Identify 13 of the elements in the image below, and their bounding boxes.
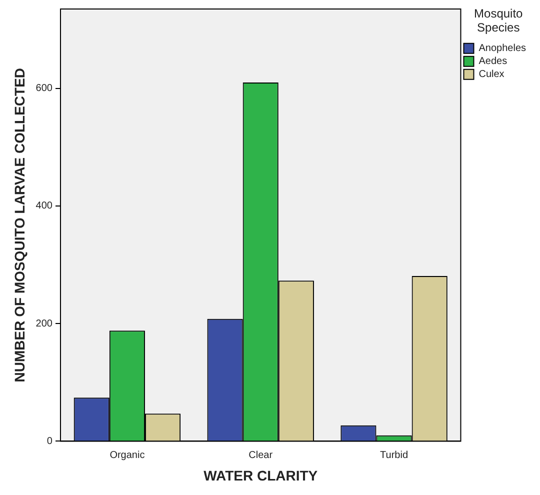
x-tick-label: Clear <box>248 450 274 461</box>
legend-title: Mosquito Species <box>474 6 524 35</box>
legend-label: Anopheles <box>478 43 526 54</box>
y-tick-label: 400 <box>36 200 53 212</box>
y-tick-label: 600 <box>36 83 53 94</box>
y-tick-label: 0 <box>46 436 53 447</box>
legend-label: Culex <box>478 69 504 80</box>
x-tick-label: Turbid <box>380 450 408 461</box>
x-axis-title: WATER CLARITY <box>204 467 318 484</box>
legend-label: Aedes <box>478 56 508 68</box>
y-axis-title: NUMBER OF MOSQUITO LARVAE COLLECTED <box>11 68 28 382</box>
y-tick-label: 200 <box>36 318 53 330</box>
x-tick-label: Organic <box>110 450 145 461</box>
